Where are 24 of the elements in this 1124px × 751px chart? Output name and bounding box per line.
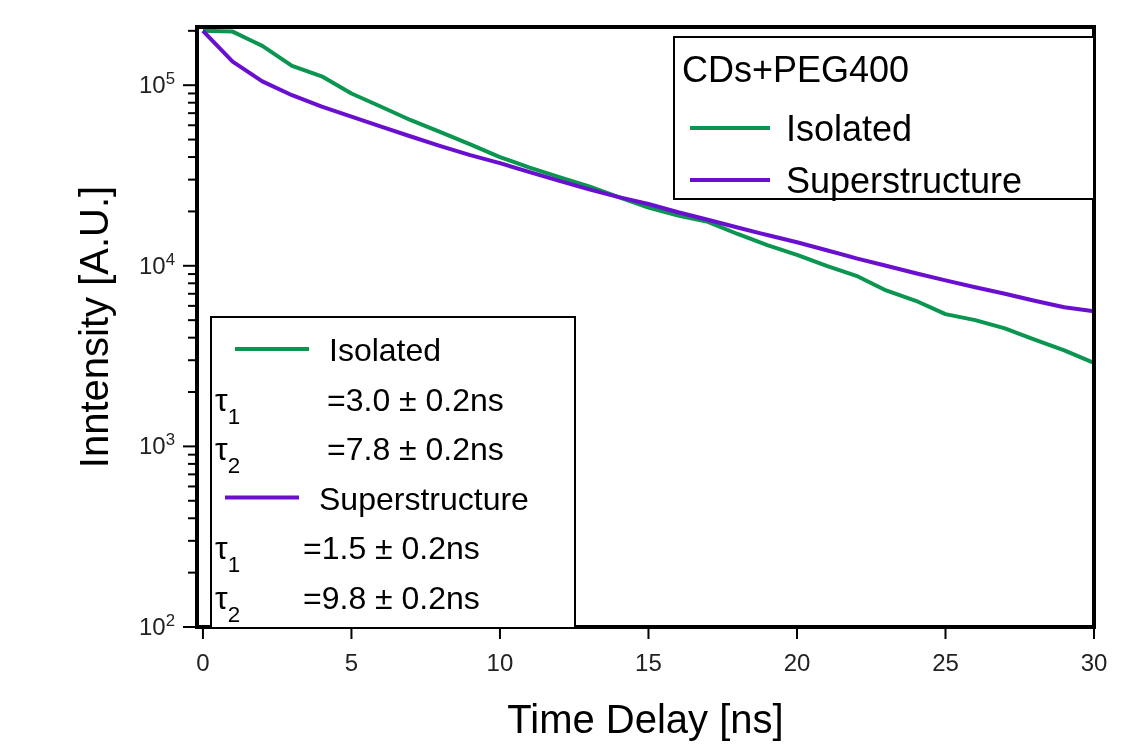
line-series [200,28,1094,314]
text: τ$_{1}$ =1.5 ± 0.2ns [215,530,480,577]
x-tick-label: 5 [344,649,359,676]
text: τ$_{2}$ =9.8 ± 0.2ns [215,579,480,626]
y-tick-label: 10$^{2}$ [138,610,175,640]
x-tick-label: 25 [932,649,959,676]
x-tick-label: 10 [486,649,514,676]
text: τ$_{1}$ =3.0 ± 0.2ns [215,381,504,428]
line-series [200,28,1094,365]
y-axis-title: Inntensity [A.U.] [72,185,116,469]
x-tick-label: 15 [635,649,662,676]
x-tick-label: 0 [196,649,210,676]
x-tick-label: 30 [1080,649,1108,676]
text: Superstructure [319,480,529,517]
text: τ$_{2}$ =7.8 ± 0.2ns [215,431,504,478]
x-axis-title: Time Delay [ns] [507,697,784,741]
legend-label: Isolated [786,108,913,149]
text: Isolated [329,332,442,368]
y-tick-label: 10$^{4}$ [138,249,175,279]
legend-title: CDs+PEG400 [682,49,910,90]
x-tick-label: 20 [783,649,811,676]
legend-label: Superstructure [786,160,1023,201]
y-tick-label: 10$^{3}$ [138,429,175,460]
y-tick-label: 10$^{5}$ [138,68,175,99]
